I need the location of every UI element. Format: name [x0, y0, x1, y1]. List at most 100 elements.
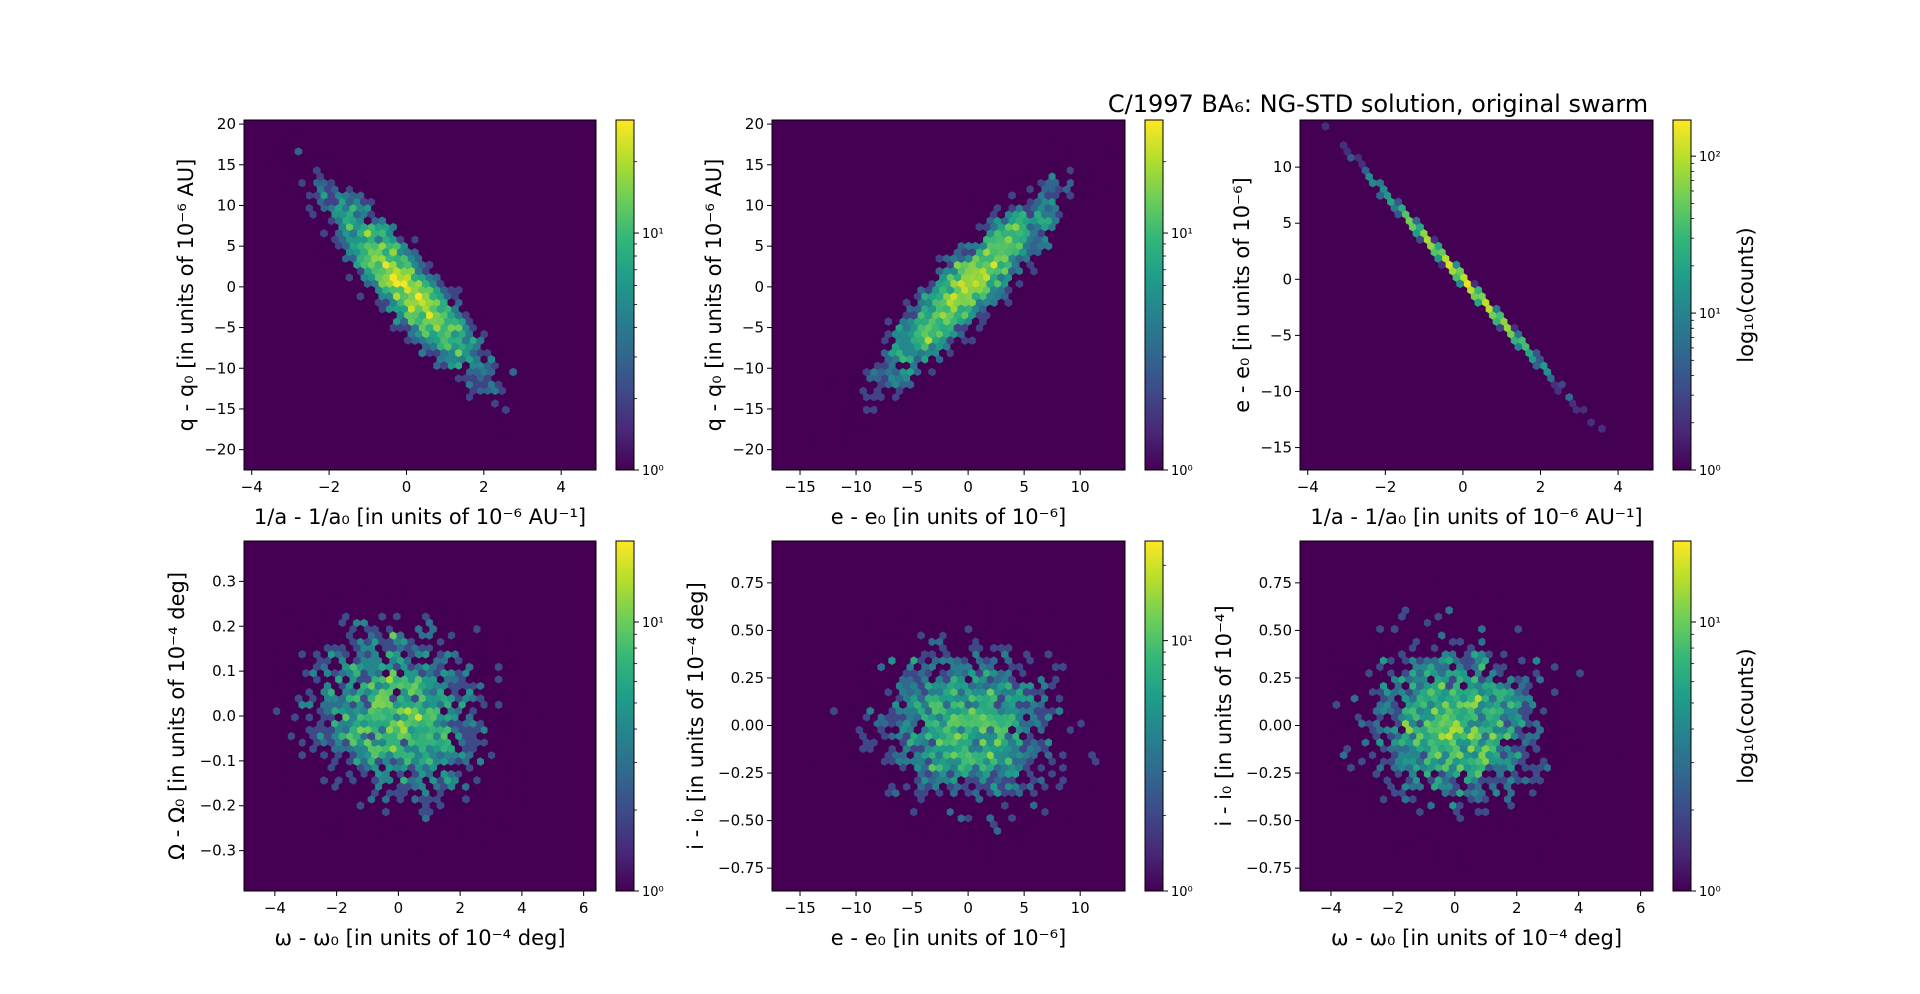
hex-bin [280, 184, 288, 194]
hex-bin [451, 612, 459, 621]
hex-bin [389, 247, 397, 257]
hex-bin [873, 386, 882, 396]
hex-bin [294, 694, 303, 703]
hex-bin [502, 713, 510, 722]
hex-bin [1379, 832, 1388, 842]
hex-bin [1419, 776, 1428, 785]
hex-bin [844, 719, 853, 729]
hex-bin [462, 336, 470, 345]
x-tick-label: 0 [394, 899, 404, 917]
hex-bin [986, 738, 995, 747]
hex-bin [520, 794, 528, 804]
hex-bin [808, 436, 816, 446]
y-tick-label: −0.75 [1246, 859, 1292, 877]
hex-bin [316, 210, 325, 219]
hex-bin [1398, 650, 1406, 659]
hex-bin [953, 757, 962, 766]
hex-bin [323, 197, 332, 207]
hex-bin [283, 166, 292, 175]
colorbar-tick-label: 10¹ [642, 227, 664, 242]
hex-bin [1459, 744, 1468, 754]
hex-bin [1372, 782, 1381, 792]
hex-bin [1510, 323, 1519, 333]
hex-bin [906, 687, 915, 697]
hex-bin [443, 826, 452, 836]
hex-bin [870, 713, 878, 722]
hex-bin [487, 788, 496, 798]
hex-bin [1055, 159, 1064, 169]
hex-bin [1492, 763, 1501, 773]
hex-bin [1529, 587, 1537, 596]
y-tick-label: −5 [214, 319, 236, 337]
hex-bin [1055, 247, 1064, 257]
y-tick-label: 10 [1273, 158, 1292, 176]
hex-bin [298, 191, 306, 200]
hex-bin [392, 687, 401, 697]
hex-bin [1339, 140, 1348, 150]
hex-bin [1514, 662, 1523, 672]
hex-bin [374, 631, 383, 640]
hexbin-panel-2: −15 −10 −5 0 5 10 −20 −15 −10 −5 0 5 10 15 20 e - e₀ [i… [702, 115, 1193, 529]
y-tick-label: 10 [217, 196, 236, 214]
hex-bin [1358, 731, 1366, 741]
hex-bin [342, 662, 350, 672]
hex-bin [1565, 725, 1573, 735]
hex-bin [422, 763, 430, 773]
x-tick-label: −5 [901, 478, 923, 496]
hex-bin [1525, 769, 1533, 779]
hex-bin [1102, 166, 1111, 175]
hex-bin [1008, 763, 1016, 773]
hex-bin [1532, 807, 1541, 817]
x-tick-label: 6 [579, 899, 589, 917]
y-tick-label: 0.50 [1259, 621, 1292, 639]
hex-bin [1307, 744, 1315, 754]
hex-bin [1525, 348, 1533, 358]
hex-bin [1387, 719, 1395, 729]
hex-bin [920, 317, 929, 326]
hex-bin [280, 605, 288, 615]
hex-bin [440, 668, 448, 678]
hex-bin [1499, 750, 1508, 760]
colorbar-tick-label: 10¹ [1171, 635, 1193, 650]
hex-bin [1445, 794, 1453, 804]
hex-bin [1576, 399, 1584, 408]
hex-bin [1430, 744, 1439, 754]
hex-bin [363, 216, 372, 226]
hex-bin [946, 361, 955, 371]
hex-bin [443, 788, 452, 798]
hex-bin [316, 757, 325, 766]
hex-bin [367, 285, 376, 295]
hex-bin [913, 329, 922, 339]
hex-bin [1543, 700, 1552, 710]
hex-bin [950, 637, 958, 647]
hex-bin [454, 681, 463, 691]
hex-bin [1390, 624, 1399, 634]
hex-bin [837, 731, 845, 741]
hex-bin [327, 153, 336, 163]
hex-bin [1019, 769, 1027, 779]
x-axis-label: e - e₀ [in units of 10⁻⁶] [831, 926, 1067, 950]
hex-bin [990, 656, 998, 666]
hex-bin [425, 681, 434, 691]
hex-bin [451, 776, 459, 785]
hex-bin [935, 254, 944, 263]
hex-bin [1398, 725, 1406, 735]
hex-bin [447, 731, 456, 741]
hex-bin [1394, 197, 1402, 207]
hex-bin [851, 694, 860, 703]
hex-bin [407, 725, 416, 735]
hex-bin [884, 763, 893, 773]
hex-bin [1467, 807, 1475, 817]
y-tick-label: −15 [1260, 439, 1292, 457]
hex-bin [1383, 750, 1392, 760]
hex-bin [975, 706, 984, 716]
hex-bin [1419, 675, 1428, 684]
hex-bin [1383, 738, 1392, 747]
hex-bin [877, 405, 885, 415]
hex-bin [1383, 675, 1392, 684]
hex-bin [338, 210, 346, 219]
x-tick-label: 10 [1071, 899, 1090, 917]
hex-bin [928, 355, 936, 364]
hexbin-panel-6: −4 −2 0 2 4 6 −0.75 −0.50 −0.25 0.00 0.25 0.50 0.75 ω… [1212, 540, 1758, 950]
y-tick-label: −0.50 [1246, 812, 1292, 830]
